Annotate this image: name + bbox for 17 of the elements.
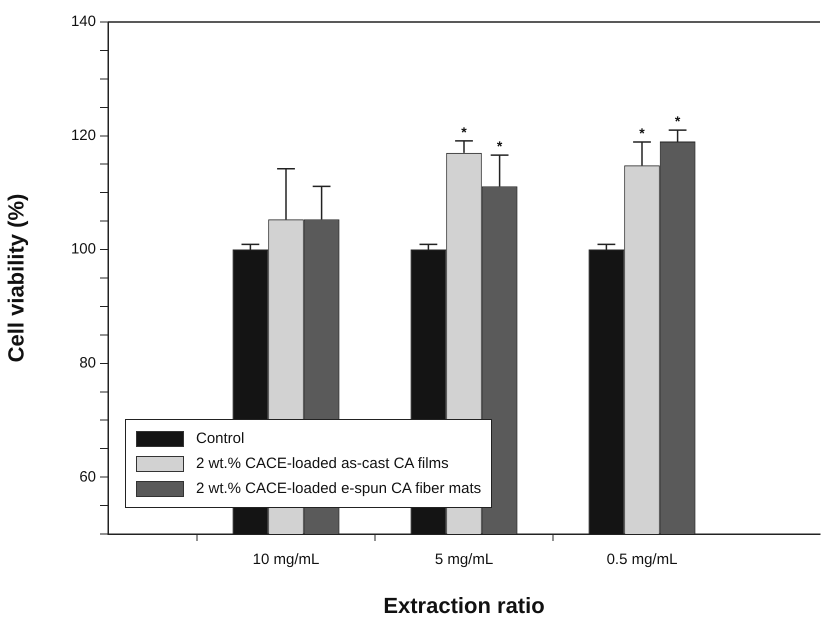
annotation: * [496, 138, 503, 154]
x-axis-title: Extraction ratio [383, 592, 545, 618]
x-tick-label: 5 mg/mL [434, 551, 494, 568]
y-tick-label: 100 [70, 240, 96, 258]
x-tick-label: 0.5 mg/mL [606, 551, 678, 568]
annotation: * [674, 112, 681, 129]
y-tick-label: 120 [70, 126, 96, 144]
x-tick-label: 10 mg/mL [252, 551, 320, 568]
legend-label: 2 wt.% CACE-loaded e-spun CA fiber mats [196, 480, 482, 497]
annotation: * [639, 124, 646, 141]
legend-label: 2 wt.% CACE-loaded as-cast CA films [196, 455, 449, 472]
y-tick-label: 140 [70, 13, 96, 30]
annotation: * [461, 124, 468, 140]
y-axis-title: Cell viability (%) [3, 194, 28, 362]
y-tick-label: 80 [79, 354, 96, 372]
legend-label: Control [196, 430, 244, 447]
y-tick-label: 60 [79, 468, 96, 486]
